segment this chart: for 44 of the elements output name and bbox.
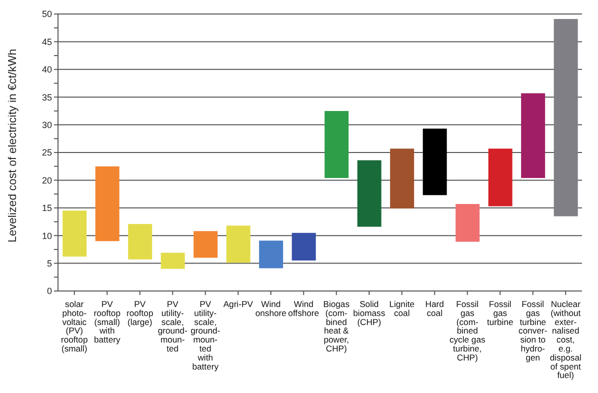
y-tick-label: 10 xyxy=(42,230,52,241)
x-tick-label: PV rooftop (large) xyxy=(126,299,154,327)
bar xyxy=(390,148,414,208)
x-tick-label: Hard coal xyxy=(425,299,444,318)
x-tick-label: Fossil gas turbine xyxy=(486,299,514,327)
x-tick-label: Fossil gas (com- bined cycle gas turbine, CHP) xyxy=(449,299,486,362)
bar xyxy=(554,18,578,216)
y-tick-label: 45 xyxy=(42,36,52,47)
x-tick-label: Fossil gas turbine conver- sion to hydro- gen xyxy=(518,299,548,362)
bar xyxy=(259,240,284,268)
y-tick-label: 5 xyxy=(46,258,52,268)
x-tick-label: Agri-PV xyxy=(223,299,254,309)
x-tick-label: PV rooftop (small) with battery xyxy=(94,299,121,345)
x-tick-label: Biogas (com- bined heat & power, CHP) xyxy=(323,299,350,354)
x-tick-label: Lignite coal xyxy=(389,299,415,318)
x-tick-label: PV utility- scale, ground- moun- ted with battery xyxy=(190,299,220,372)
y-tick-label: 0 xyxy=(46,286,52,296)
bar xyxy=(160,252,185,269)
bar xyxy=(357,160,382,227)
bar xyxy=(488,148,512,206)
y-tick-label: 15 xyxy=(42,203,52,214)
x-tick-label: Wind onshore xyxy=(255,299,287,318)
bar xyxy=(62,210,87,257)
x-tick-label: PV utility- scale, ground- moun- ted xyxy=(158,299,188,354)
bar xyxy=(422,128,447,196)
bar xyxy=(194,231,218,258)
y-tick-label: 35 xyxy=(42,92,52,102)
bar xyxy=(226,226,250,263)
y-tick-label: 25 xyxy=(42,148,52,158)
x-tick-label: solar photo- voltaic (PV) rooftop (small) xyxy=(60,299,88,354)
bar xyxy=(521,93,546,178)
y-tick-label: 50 xyxy=(42,9,52,20)
bar xyxy=(456,204,480,242)
bar xyxy=(324,110,349,178)
bar xyxy=(292,232,316,261)
y-tick-label: 20 xyxy=(42,175,52,186)
x-tick-label: Solid biomass (CHP) xyxy=(353,299,386,327)
bar xyxy=(95,166,120,242)
x-tick-label: Wind offshore xyxy=(288,299,320,318)
bar xyxy=(128,224,152,260)
y-tick-label: 30 xyxy=(42,120,52,130)
category-label: Nuclear (without exter- nalised cost, e.g. disposal of spent fuel) xyxy=(550,299,582,380)
y-axis-title: Levelized cost of electricity in €ct/kWh xyxy=(7,48,20,242)
y-tick-label: 40 xyxy=(42,64,52,75)
